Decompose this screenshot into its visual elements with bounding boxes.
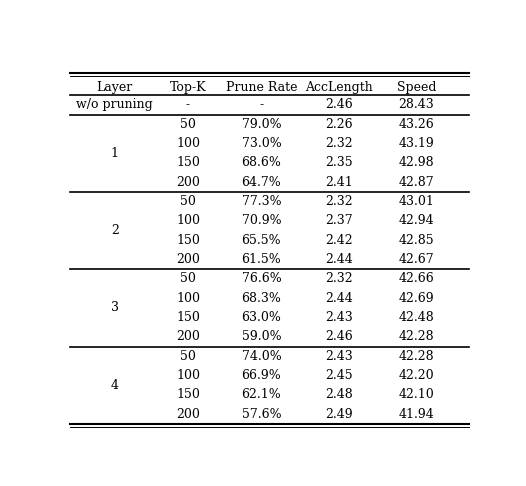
Text: Layer: Layer — [97, 81, 133, 94]
Text: 42.67: 42.67 — [399, 253, 434, 266]
Text: 42.10: 42.10 — [399, 388, 434, 401]
Text: -: - — [259, 98, 264, 111]
Text: 42.69: 42.69 — [399, 292, 434, 305]
Text: 2.44: 2.44 — [325, 253, 353, 266]
Text: 57.6%: 57.6% — [241, 408, 281, 421]
Text: 150: 150 — [176, 234, 200, 247]
Text: 200: 200 — [176, 253, 200, 266]
Text: 66.9%: 66.9% — [241, 369, 281, 382]
Text: 2.32: 2.32 — [325, 195, 353, 208]
Text: Prune Rate: Prune Rate — [226, 81, 297, 94]
Text: 63.0%: 63.0% — [241, 311, 281, 324]
Text: AccLength: AccLength — [305, 81, 373, 94]
Text: 3: 3 — [110, 301, 119, 314]
Text: 43.01: 43.01 — [398, 195, 434, 208]
Text: 28.43: 28.43 — [399, 98, 434, 111]
Text: 2.37: 2.37 — [325, 214, 353, 227]
Text: 62.1%: 62.1% — [241, 388, 281, 401]
Text: 2.44: 2.44 — [325, 292, 353, 305]
Text: 73.0%: 73.0% — [241, 137, 281, 150]
Text: 2: 2 — [111, 224, 118, 237]
Text: -: - — [186, 98, 190, 111]
Text: 74.0%: 74.0% — [241, 350, 281, 363]
Text: 42.28: 42.28 — [399, 350, 434, 363]
Text: 42.85: 42.85 — [399, 234, 434, 247]
Text: 2.41: 2.41 — [325, 176, 353, 189]
Text: 77.3%: 77.3% — [241, 195, 281, 208]
Text: 1: 1 — [110, 147, 119, 160]
Text: 200: 200 — [176, 408, 200, 421]
Text: 65.5%: 65.5% — [241, 234, 281, 247]
Text: 50: 50 — [180, 118, 196, 131]
Text: 79.0%: 79.0% — [241, 118, 281, 131]
Text: 150: 150 — [176, 388, 200, 401]
Text: 150: 150 — [176, 311, 200, 324]
Text: 42.66: 42.66 — [399, 273, 434, 285]
Text: 68.3%: 68.3% — [241, 292, 281, 305]
Text: 41.94: 41.94 — [399, 408, 434, 421]
Text: 2.46: 2.46 — [325, 330, 353, 344]
Text: 42.20: 42.20 — [399, 369, 434, 382]
Text: 2.35: 2.35 — [325, 156, 353, 170]
Text: 50: 50 — [180, 350, 196, 363]
Text: 42.94: 42.94 — [399, 214, 434, 227]
Text: 68.6%: 68.6% — [241, 156, 281, 170]
Text: Speed: Speed — [397, 81, 436, 94]
Text: 70.9%: 70.9% — [241, 214, 281, 227]
Text: 64.7%: 64.7% — [241, 176, 281, 189]
Text: 50: 50 — [180, 195, 196, 208]
Text: 43.19: 43.19 — [399, 137, 434, 150]
Text: 2.43: 2.43 — [325, 311, 353, 324]
Text: 42.98: 42.98 — [399, 156, 434, 170]
Text: w/o pruning: w/o pruning — [76, 98, 153, 111]
Text: 2.43: 2.43 — [325, 350, 353, 363]
Text: 50: 50 — [180, 273, 196, 285]
Text: 100: 100 — [176, 369, 200, 382]
Text: 42.48: 42.48 — [399, 311, 434, 324]
Text: 76.6%: 76.6% — [241, 273, 281, 285]
Text: 42.87: 42.87 — [399, 176, 434, 189]
Text: 2.45: 2.45 — [325, 369, 353, 382]
Text: 200: 200 — [176, 176, 200, 189]
Text: 200: 200 — [176, 330, 200, 344]
Text: 2.46: 2.46 — [325, 98, 353, 111]
Text: 2.26: 2.26 — [325, 118, 353, 131]
Text: 100: 100 — [176, 137, 200, 150]
Text: 2.42: 2.42 — [325, 234, 353, 247]
Text: 100: 100 — [176, 292, 200, 305]
Text: 2.32: 2.32 — [325, 137, 353, 150]
Text: 2.49: 2.49 — [325, 408, 353, 421]
Text: 61.5%: 61.5% — [241, 253, 281, 266]
Text: 2.32: 2.32 — [325, 273, 353, 285]
Text: 2.48: 2.48 — [325, 388, 353, 401]
Text: 150: 150 — [176, 156, 200, 170]
Text: Top-K: Top-K — [170, 81, 206, 94]
Text: 59.0%: 59.0% — [241, 330, 281, 344]
Text: 43.26: 43.26 — [399, 118, 434, 131]
Text: 4: 4 — [110, 379, 119, 392]
Text: 100: 100 — [176, 214, 200, 227]
Text: 42.28: 42.28 — [399, 330, 434, 344]
